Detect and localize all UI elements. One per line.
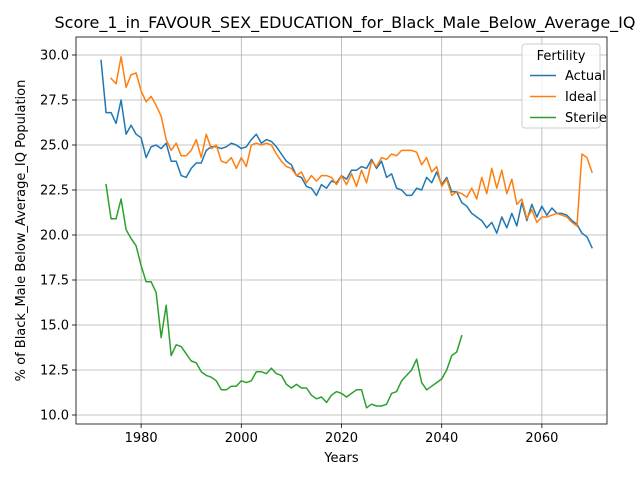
x-tick-label: 1980	[125, 431, 158, 446]
grid-lines	[76, 37, 607, 424]
x-tick-label: 2000	[225, 431, 258, 446]
series-lines	[100, 56, 593, 409]
x-axis-label: Years	[323, 451, 359, 466]
y-tick-label: 30.0	[40, 49, 69, 64]
legend-entries: Actual Ideal Sterile	[530, 69, 607, 126]
legend-title: Fertility	[537, 49, 586, 64]
legend-label-ideal: Ideal	[565, 90, 597, 105]
series-line-sterile	[105, 183, 463, 409]
y-tick-label: 15.0	[40, 319, 69, 334]
y-tick-label: 20.0	[40, 229, 69, 244]
x-tick-label: 2020	[325, 431, 358, 446]
x-tick-label: 2060	[525, 431, 558, 446]
y-axis-label: % of Black_Male Below_Average_IQ Populat…	[14, 80, 29, 382]
x-axis-ticks: 1980 2000 2020 2040 2060	[125, 424, 558, 446]
y-tick-label: 10.0	[40, 409, 69, 424]
series-line-actual	[100, 59, 593, 249]
legend-label-sterile: Sterile	[565, 111, 607, 126]
y-tick-label: 12.5	[40, 364, 69, 379]
legend: Fertility Actual Ideal Sterile	[521, 43, 607, 129]
y-tick-label: 27.5	[40, 94, 69, 109]
y-axis-ticks: 10.0 12.5 15.0 17.5 20.0 22.5 25.0 27.5 30.0	[40, 49, 76, 424]
chart-title: Score_1_in_FAVOUR_SEX_EDUCATION_for_Blac…	[55, 13, 636, 33]
legend-label-actual: Actual	[565, 69, 606, 84]
y-tick-label: 17.5	[40, 274, 69, 289]
legend-box	[521, 43, 601, 129]
y-tick-label: 22.5	[40, 184, 69, 199]
series-line-ideal	[110, 56, 593, 227]
x-tick-label: 2040	[425, 431, 458, 446]
y-tick-label: 25.0	[40, 139, 69, 154]
